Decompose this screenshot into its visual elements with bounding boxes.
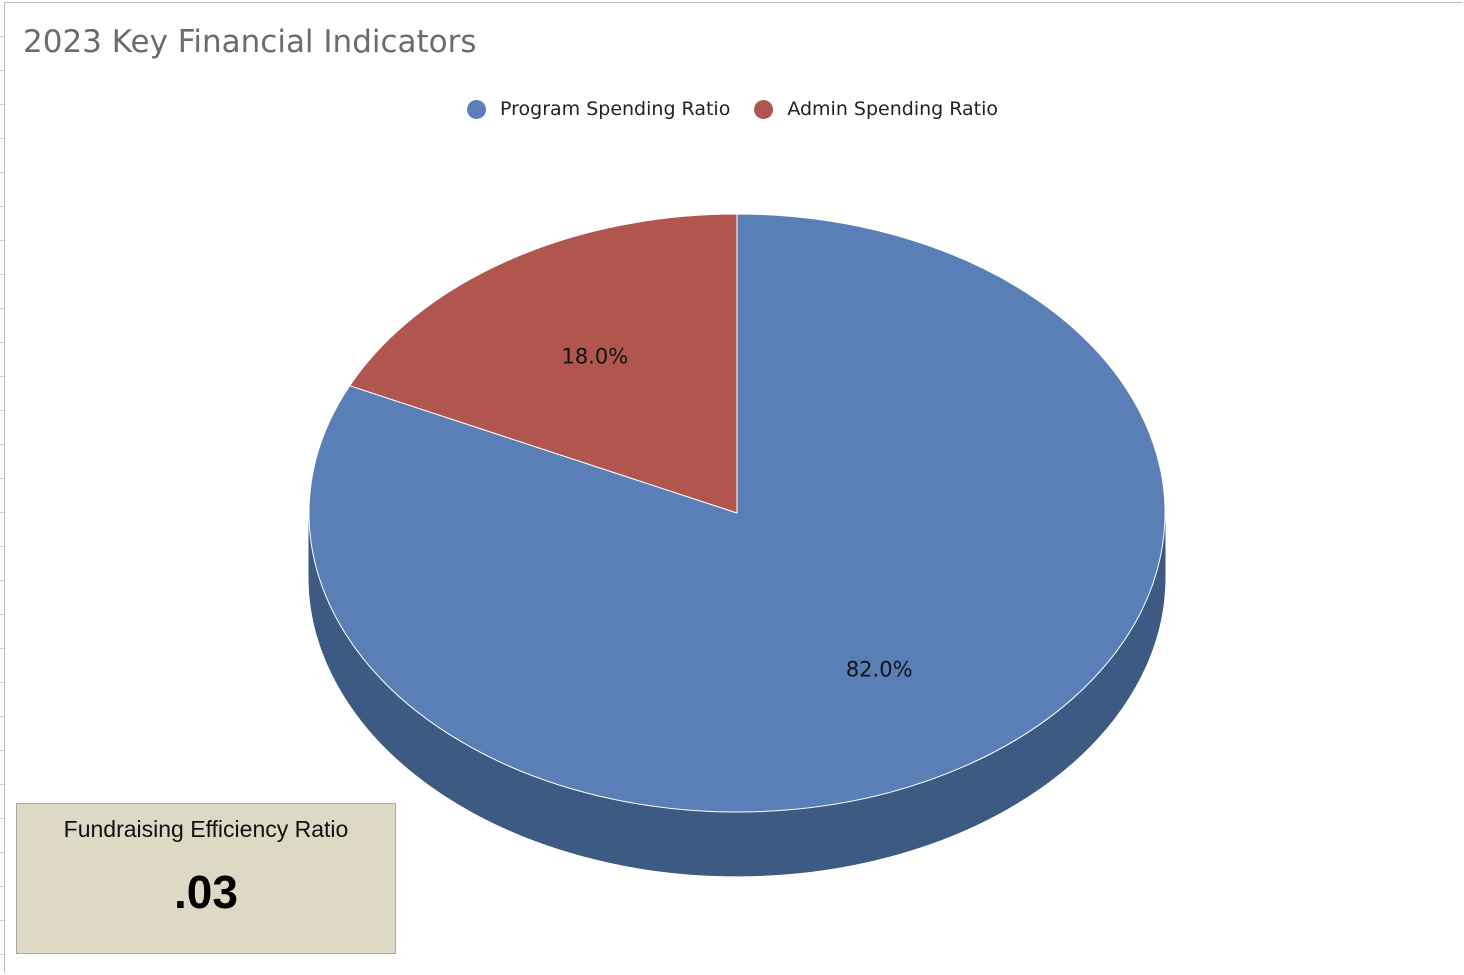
- gutter-tick: [0, 784, 4, 785]
- gutter-tick: [0, 240, 4, 241]
- gutter-tick: [0, 580, 4, 581]
- legend-item-admin[interactable]: Admin Spending Ratio: [754, 98, 998, 120]
- legend-label-program: Program Spending Ratio: [500, 98, 731, 120]
- gutter-tick: [0, 648, 4, 649]
- gutter-tick: [0, 716, 4, 717]
- gutter-tick: [0, 546, 4, 547]
- gutter-tick: [0, 342, 4, 343]
- kpi-card: Fundraising Efficiency Ratio .03: [16, 803, 396, 954]
- gutter-tick: [0, 274, 4, 275]
- gutter-tick: [0, 852, 4, 853]
- gutter-tick: [0, 750, 4, 751]
- gutter-tick: [0, 614, 4, 615]
- legend-swatch-admin: [754, 99, 774, 119]
- pie-slice-1[interactable]: [349, 213, 738, 514]
- gutter-tick: [0, 512, 4, 513]
- chart-legend[interactable]: Program Spending Ratio Admin Spending Ra…: [467, 96, 1022, 122]
- kpi-value: .03: [174, 866, 238, 918]
- gutter-tick: [0, 410, 4, 411]
- gutter-tick: [0, 682, 4, 683]
- pie-slice-label-1: 18.0%: [561, 344, 628, 368]
- gutter-tick: [0, 376, 4, 377]
- legend-swatch-program: [467, 99, 486, 119]
- legend-label-admin: Admin Spending Ratio: [787, 98, 999, 120]
- gutter-tick: [0, 104, 4, 105]
- pie-slice-label-0: 82.0%: [846, 658, 913, 682]
- gutter-tick: [0, 206, 4, 207]
- gutter-tick: [0, 70, 4, 71]
- gutter-tick: [0, 818, 4, 819]
- gutter-tick: [0, 886, 4, 887]
- kpi-label: Fundraising Efficiency Ratio: [63, 816, 349, 842]
- gutter-tick: [0, 36, 4, 37]
- chart-title: 2023 Key Financial Indicators: [23, 24, 477, 60]
- gutter-tick: [0, 308, 4, 309]
- legend-item-program[interactable]: Program Spending Ratio: [467, 98, 730, 120]
- gutter-tick: [0, 444, 4, 445]
- gutter-tick: [0, 920, 4, 921]
- gutter-tick: [0, 172, 4, 173]
- gutter-tick: [0, 954, 4, 955]
- gutter-tick: [0, 478, 4, 479]
- gutter-tick: [0, 138, 4, 139]
